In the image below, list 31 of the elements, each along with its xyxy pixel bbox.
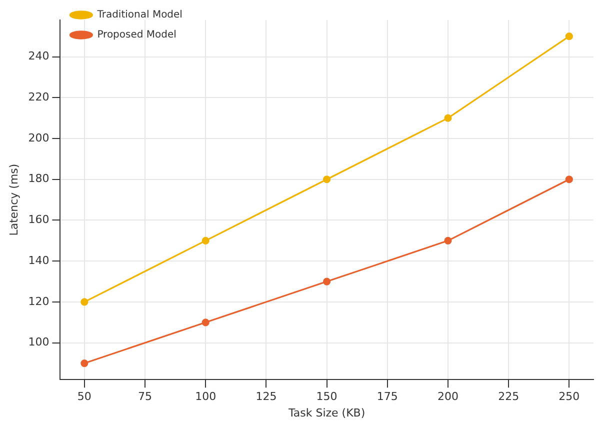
y-tick-label: 180 xyxy=(28,172,50,186)
point xyxy=(565,32,573,40)
x-tick-label: 250 xyxy=(558,390,580,404)
legend-label: Proposed Model xyxy=(97,30,176,41)
x-tick-label: 125 xyxy=(256,390,277,404)
x-tick-label: 225 xyxy=(498,390,520,404)
y-tick-label: 140 xyxy=(28,254,50,267)
x-tick-label: 175 xyxy=(376,390,398,404)
point xyxy=(444,236,452,244)
y-tick-label: 220 xyxy=(28,90,50,104)
x-axis-title: Task Size (KB) xyxy=(287,406,366,420)
y-tick-label: 100 xyxy=(28,336,50,349)
point xyxy=(323,176,331,184)
x-tick-label: 75 xyxy=(138,390,152,404)
point xyxy=(80,298,88,306)
x-tick-label: 200 xyxy=(437,390,458,404)
x-tick-label: 100 xyxy=(195,390,216,404)
point xyxy=(444,114,452,122)
point xyxy=(202,318,210,326)
legend-label: Traditional Model xyxy=(96,10,182,21)
point xyxy=(80,359,88,368)
x-tick-label: 50 xyxy=(77,390,92,404)
y-tick-label: 240 xyxy=(28,50,50,63)
point xyxy=(202,236,210,244)
point xyxy=(323,278,331,286)
x-tick-label: 150 xyxy=(316,390,338,404)
point xyxy=(565,176,573,184)
y-tick-label: 120 xyxy=(28,294,50,308)
y-tick-label: 200 xyxy=(28,131,50,144)
y-tick-label: 160 xyxy=(28,213,50,226)
y-axis-title: Latency (ms) xyxy=(7,164,20,236)
